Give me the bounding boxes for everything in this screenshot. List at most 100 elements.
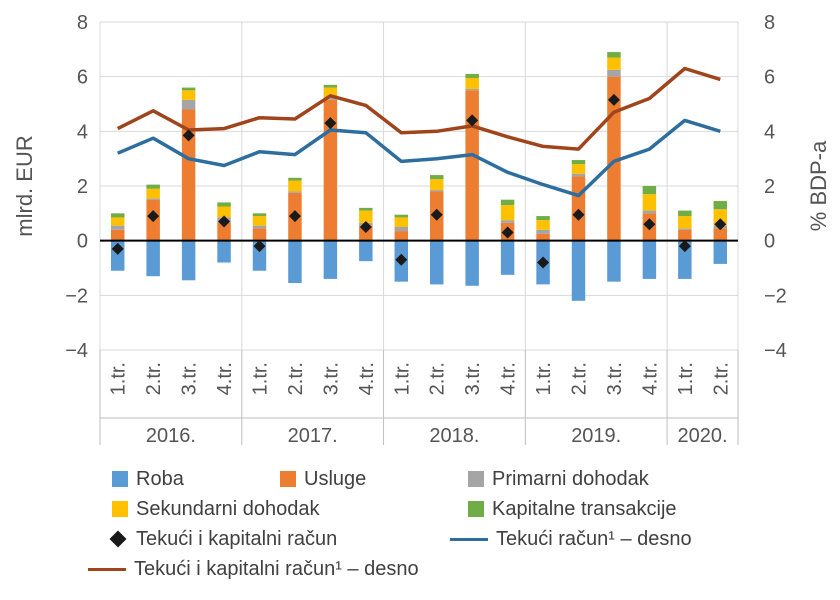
legend-swatch [112, 501, 128, 517]
y-left-tick-label: 2 [77, 176, 88, 198]
category-label: 1.tr. [675, 362, 697, 395]
legend-item-tekuci-i-kapitalni-racun: Tekući i kapitalni račun [108, 526, 337, 552]
legend-line-swatch [88, 567, 126, 571]
bar-sekundarni-dohodak [465, 78, 479, 89]
bar-kapitalne-transakcije [536, 216, 550, 221]
year-label: 2019. [571, 425, 621, 447]
marker-tekuci-i-kapitalni-racun [182, 129, 195, 142]
marker-tekuci-i-kapitalni-racun [714, 218, 727, 231]
bar-sekundarni-dohodak [288, 180, 302, 192]
bar-sekundarni-dohodak [713, 209, 728, 226]
bar-primarni-dohodak [146, 198, 160, 200]
category-label: 1.tr. [391, 362, 413, 395]
markers [111, 93, 727, 269]
x-axis: 1.tr. 2.tr. 3.tr. 4.tr. 1.tr. 2.tr. 3.tr. 4.tr.… [99, 350, 739, 447]
bar-roba [713, 240, 728, 264]
bars [110, 52, 728, 301]
bar-kapitalne-transakcije [571, 160, 586, 165]
marker-tekuci-i-kapitalni-racun [537, 256, 550, 269]
marker-tekuci-i-kapitalni-racun [218, 215, 231, 228]
category-label: 4.tr. [214, 362, 236, 395]
marker-tekuci-i-kapitalni-racun [501, 226, 514, 239]
y-axis-right-label: % BDP-a [806, 140, 831, 231]
y-right-tick-label: 2 [764, 176, 775, 198]
y-right-tick-label: 6 [764, 67, 775, 89]
bar-kapitalne-transakcije [500, 199, 515, 206]
bar-kapitalne-transakcije [146, 184, 160, 189]
category-label: 1.tr. [533, 362, 555, 395]
y-axis-left: −4 −2 0 2 4 6 8 [65, 12, 88, 362]
line-teku-i-i-kapitalni-ra-un-desno [116, 66, 721, 151]
y-left-tick-label: −4 [65, 340, 88, 362]
bar-primarni-dohodak [500, 220, 515, 223]
legend-item-roba: Roba [112, 466, 184, 492]
bar-usluge [394, 231, 409, 241]
legend-label: Primarni dohodak [492, 467, 649, 490]
y-left-tick-label: −2 [65, 285, 88, 307]
bar-primarni-dohodak [181, 99, 196, 110]
marker-tekuci-i-kapitalni-racun [466, 114, 479, 127]
y-left-tick-label: 0 [77, 231, 88, 253]
bar-roba [571, 240, 586, 301]
y-left-tick-label: 4 [77, 121, 88, 143]
bar-primarni-dohodak [642, 210, 657, 214]
category-label: 2.tr. [285, 362, 307, 395]
bar-usluge [465, 90, 479, 241]
category-label: 4.tr. [639, 362, 661, 395]
bar-sekundarni-dohodak [359, 210, 373, 223]
series-lines [116, 66, 721, 198]
category-label: 2.tr. [143, 362, 165, 395]
bar-primarni-dohodak [536, 229, 550, 234]
bar-sekundarni-dohodak [500, 205, 515, 221]
legend-label: Sekundarni dohodak [136, 497, 320, 520]
bar-kapitalne-transakcije [678, 210, 692, 217]
y-left-tick-label: 8 [77, 12, 88, 34]
category-label: 3.tr. [179, 362, 201, 395]
bar-kapitalne-transakcije [110, 213, 125, 218]
bar-usluge [181, 109, 196, 241]
bar-sekundarni-dohodak [146, 188, 160, 199]
legend-line-swatch [450, 537, 488, 541]
gridlines [99, 21, 739, 351]
bar-primarni-dohodak [607, 69, 621, 77]
marker-tekuci-i-kapitalni-racun [147, 210, 160, 223]
bar-sekundarni-dohodak [394, 217, 409, 227]
category-label: 4.tr. [356, 362, 378, 395]
legend-swatch [280, 471, 296, 487]
bar-sekundarni-dohodak [571, 164, 586, 174]
bar-sekundarni-dohodak [181, 90, 196, 100]
bar-kapitalne-transakcije [642, 186, 657, 195]
bar-roba [359, 240, 373, 262]
legend-swatch [468, 471, 484, 487]
bar-usluge [678, 229, 692, 241]
chart: −4 −2 0 2 4 6 8 −4 −2 0 2 4 6 8 1.tr. 2.tr. 3.tr. 4.tr.… [12, 12, 831, 447]
bar-roba [429, 240, 444, 285]
legend-item-tekuci-racun-desno: Tekući račun¹ – desno [450, 526, 692, 552]
marker-tekuci-i-kapitalni-racun [430, 208, 443, 221]
legend-label: Kapitalne transakcije [492, 497, 677, 520]
category-label: 2.tr. [710, 362, 732, 395]
bar-primarni-dohodak [323, 97, 338, 100]
marker-tekuci-i-kapitalni-racun [395, 253, 408, 266]
category-label: 3.tr. [462, 362, 484, 395]
y-right-tick-label: 4 [764, 121, 775, 143]
legend-item-primarni-dohodak: Primarni dohodak [468, 466, 649, 492]
bar-roba [678, 240, 692, 279]
bar-primarni-dohodak [252, 225, 267, 229]
bar-roba [323, 240, 338, 279]
bar-kapitalne-transakcije [713, 201, 728, 210]
category-label: 2.tr. [569, 362, 591, 395]
category-label: 1.tr. [108, 362, 130, 395]
bar-usluge [217, 222, 231, 241]
marker-tekuci-i-kapitalni-racun [253, 240, 266, 253]
bar-kapitalne-transakcije [607, 52, 621, 58]
y-axis-right: −4 −2 0 2 4 6 8 [764, 12, 787, 362]
legend-label: Tekući račun¹ – desno [496, 527, 692, 550]
marker-tekuci-i-kapitalni-racun [678, 240, 691, 253]
year-label: 2016. [146, 425, 196, 447]
legend-label: Tekući i kapitalni račun¹ – desno [134, 557, 419, 580]
marker-tekuci-i-kapitalni-racun [324, 117, 337, 130]
bar-kapitalne-transakcije [217, 202, 231, 207]
bar-primarni-dohodak [394, 227, 409, 232]
bar-usluge [110, 229, 125, 241]
